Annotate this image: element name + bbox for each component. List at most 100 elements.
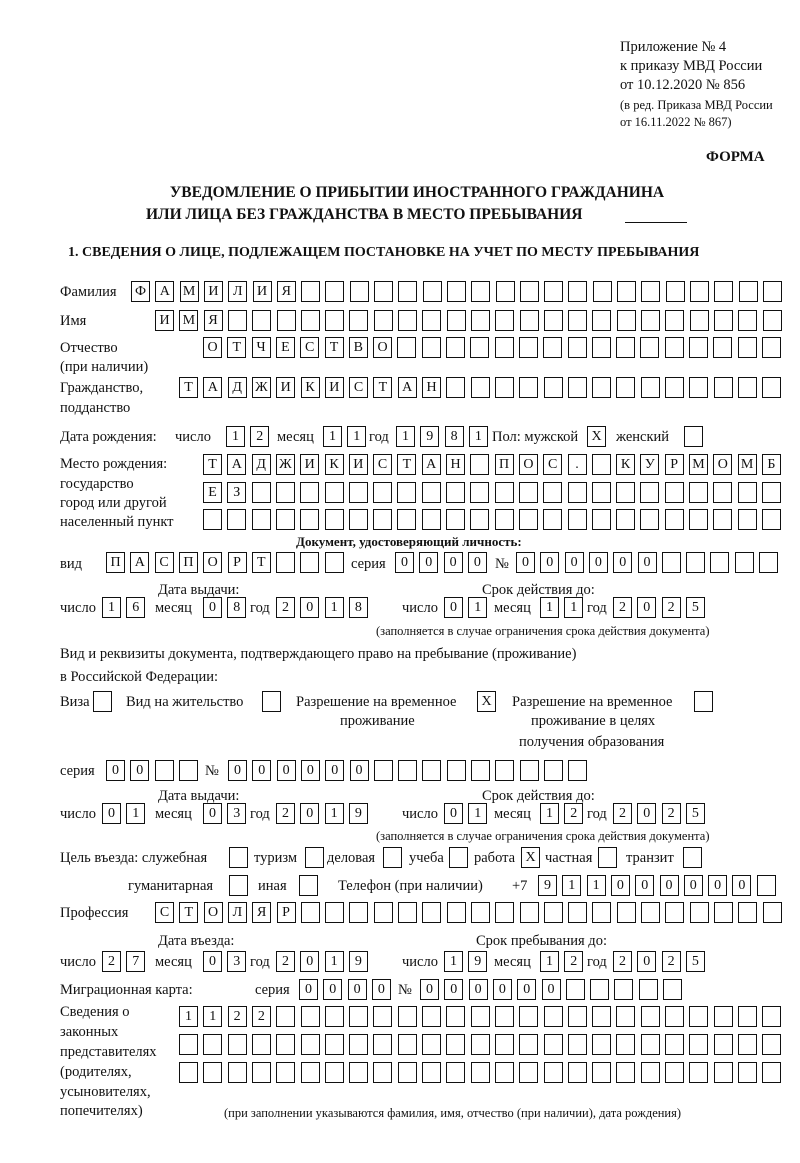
- char-box: [689, 1062, 709, 1083]
- char-box: [518, 337, 538, 358]
- permit-valid-label: Срок действия до:: [482, 788, 595, 804]
- char-box: [689, 1006, 709, 1027]
- char-box: 2: [250, 426, 270, 447]
- char-box: [519, 902, 539, 923]
- char-box: [689, 482, 708, 503]
- char-box: [762, 1034, 782, 1055]
- entry-date-label: Дата въезда:: [158, 933, 235, 949]
- char-box: [203, 1034, 223, 1055]
- char-box: [203, 1062, 223, 1083]
- char-box: [591, 337, 611, 358]
- char-box: [689, 902, 709, 923]
- char-box: П: [178, 552, 198, 573]
- char-box: С: [373, 454, 393, 475]
- char-box: Л: [228, 281, 248, 302]
- char-box: 1: [226, 426, 245, 447]
- char-box: [737, 1034, 757, 1055]
- char-box: X: [587, 426, 606, 447]
- char-box: [640, 482, 660, 503]
- char-box: 0: [637, 552, 657, 573]
- citizenship-label-2: подданство: [60, 400, 131, 416]
- char-box: [300, 902, 320, 923]
- char-box: [543, 482, 563, 503]
- char-box: [568, 760, 588, 781]
- char-box: [422, 1062, 441, 1083]
- char-box: [422, 902, 442, 923]
- char-box: [154, 760, 174, 781]
- char-box: [398, 760, 418, 781]
- char-box: 2: [661, 951, 681, 972]
- birth-year-label: год: [369, 429, 389, 445]
- char-box: И: [155, 310, 174, 331]
- char-box: В: [348, 337, 368, 358]
- char-box: [348, 509, 368, 530]
- char-box: 9: [468, 951, 488, 972]
- migration-card-label: Миграционная карта:: [60, 982, 193, 998]
- char-box: [203, 509, 222, 530]
- char-box: И: [348, 454, 368, 475]
- char-box: 0: [613, 552, 633, 573]
- char-box: [397, 1034, 417, 1055]
- char-box: [449, 847, 468, 868]
- char-box: [252, 310, 272, 331]
- char-box: [422, 1034, 441, 1055]
- char-box: [495, 760, 515, 781]
- char-box: 8: [348, 597, 368, 618]
- permit-issue-year-label: год: [250, 806, 270, 822]
- purpose-other-label: иная: [258, 878, 287, 894]
- char-box: [543, 902, 563, 923]
- char-box: [398, 281, 418, 302]
- char-box: [518, 509, 538, 530]
- char-box: [446, 902, 466, 923]
- char-box: [276, 552, 296, 573]
- char-box: [324, 552, 344, 573]
- doc-number-label: №: [495, 556, 509, 572]
- char-box: 5: [685, 803, 705, 824]
- char-box: 2: [102, 951, 121, 972]
- char-box: [519, 281, 539, 302]
- char-box: [397, 482, 417, 503]
- char-box: [422, 310, 442, 331]
- char-box: [179, 1034, 198, 1055]
- char-box: [227, 1062, 247, 1083]
- birth-day-label: число: [175, 429, 211, 445]
- char-box: [446, 337, 465, 358]
- char-box: [641, 902, 660, 923]
- char-box: [519, 760, 539, 781]
- char-box: 0: [659, 875, 679, 896]
- purpose-humanitarian-label: гуманитарная: [128, 878, 214, 894]
- char-box: [300, 310, 320, 331]
- char-box: [275, 509, 295, 530]
- permit-issue-label: Дата выдачи:: [158, 788, 240, 804]
- char-box: Б: [761, 454, 781, 475]
- char-box: [689, 310, 709, 331]
- char-box: 2: [613, 803, 632, 824]
- char-box: 1: [102, 597, 121, 618]
- char-box: [227, 509, 247, 530]
- char-box: .: [567, 454, 587, 475]
- permit-issue-day-label: число: [60, 806, 96, 822]
- char-box: 0: [468, 979, 488, 1000]
- char-box: [591, 454, 611, 475]
- char-box: [737, 377, 757, 398]
- char-box: [737, 1062, 757, 1083]
- char-box: 0: [300, 597, 320, 618]
- char-box: С: [155, 902, 174, 923]
- char-box: 9: [538, 875, 557, 896]
- char-box: 9: [348, 803, 368, 824]
- char-box: [598, 847, 617, 868]
- char-box: 0: [203, 597, 222, 618]
- char-box: [324, 482, 344, 503]
- char-box: 1: [396, 426, 415, 447]
- char-box: Ф: [131, 281, 150, 302]
- char-box: [738, 310, 758, 331]
- birth-date-label: Дата рождения:: [60, 429, 157, 445]
- char-box: [374, 281, 393, 302]
- char-box: [640, 1062, 660, 1083]
- char-box: 9: [348, 951, 368, 972]
- char-box: [276, 1006, 296, 1027]
- temp-edu-label-2: проживание в целях: [531, 713, 656, 729]
- doc-issue-day-label: число: [60, 600, 96, 616]
- reps-label-2: законных: [60, 1024, 119, 1040]
- char-box: [738, 902, 758, 923]
